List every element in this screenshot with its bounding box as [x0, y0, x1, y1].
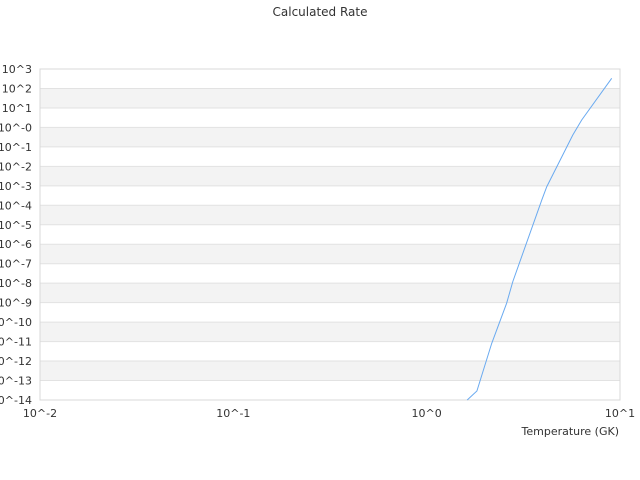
y-tick-label: 10^-14	[0, 394, 32, 407]
grid-band	[40, 244, 620, 264]
y-tick-label: 10^-12	[0, 355, 32, 368]
y-tick-label: 10^-8	[0, 277, 32, 290]
grid-band	[40, 166, 620, 186]
y-tick-label: 10^-3	[0, 180, 32, 193]
grid-bands	[40, 88, 620, 381]
y-tick-label: 10^2	[2, 82, 32, 95]
y-tick-label: 10^3	[2, 63, 32, 76]
grid-band	[40, 205, 620, 225]
grid-lines	[40, 68, 620, 401]
grid-band	[40, 88, 620, 108]
series-line	[466, 78, 613, 401]
y-tick-label: 10^-5	[0, 219, 32, 232]
y-tick-label: 10^-13	[0, 375, 32, 388]
grid-band	[40, 283, 620, 303]
y-tick-label: 10^-2	[0, 160, 32, 173]
x-axis-label: Temperature (GK)	[521, 425, 620, 438]
y-tick-label: 10^-11	[0, 336, 32, 349]
grid-band	[40, 361, 620, 381]
y-tick-label: 10^1	[2, 102, 32, 115]
grid-band	[40, 322, 620, 342]
y-tick-label: 10^-0	[0, 121, 32, 134]
y-tick-label: 10^-6	[0, 238, 32, 251]
plot-frame	[39, 68, 621, 401]
y-tick-label: 10^-4	[0, 199, 32, 212]
x-tick-label: 10^-2	[23, 407, 57, 420]
chart-title: Calculated Rate	[273, 5, 368, 19]
x-tick-label: 10^1	[605, 407, 635, 420]
y-tick-label: 10^-1	[0, 141, 32, 154]
x-tick-label: 10^-1	[216, 407, 250, 420]
y-tick-label: 10^-7	[0, 258, 32, 271]
series-lines	[466, 78, 613, 401]
x-tick-label: 10^0	[412, 407, 442, 420]
y-tick-label: 10^-9	[0, 297, 32, 310]
y-axis-ticks: 10^3 10^2 10^1 10^-0 10^-1 10^-2 10^-3 10^-4 10^…	[0, 63, 32, 407]
y-tick-label: 10^-10	[0, 316, 32, 329]
grid-band	[40, 127, 620, 147]
x-axis-ticks: 10^-2 10^-1 10^0 10^1	[23, 407, 635, 420]
